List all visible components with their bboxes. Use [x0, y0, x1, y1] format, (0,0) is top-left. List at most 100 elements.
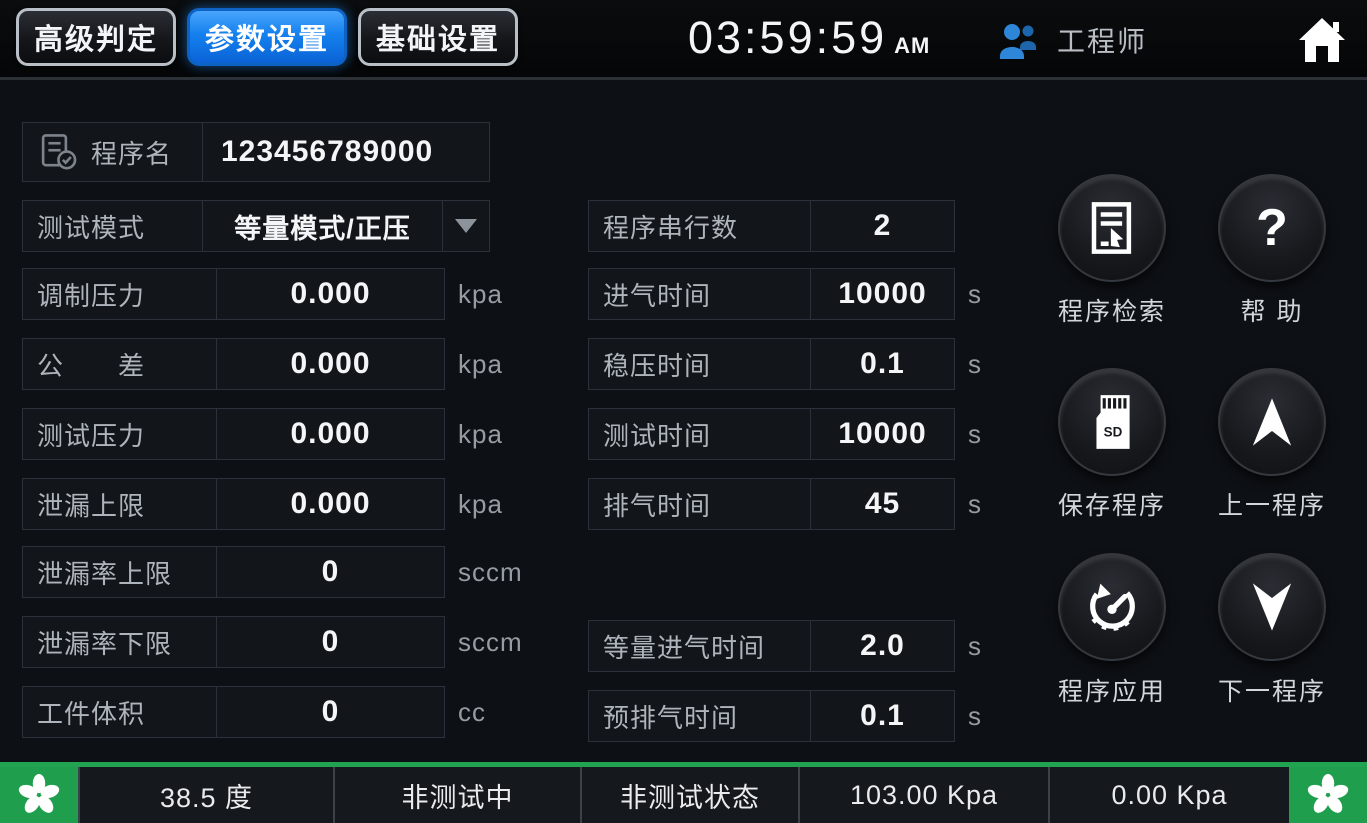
test-mode-value[interactable]: 等量模式/正压	[234, 213, 411, 244]
status-clover-left	[0, 767, 78, 823]
field-label: 泄漏率上限	[37, 558, 173, 589]
field-label: 程序串行数	[603, 212, 739, 243]
leak-upper-limit-field: 泄漏上限 0.000 kpa	[22, 478, 503, 530]
next-program-label: 下一程序	[1217, 678, 1326, 706]
help-label: 帮 助	[1240, 298, 1304, 326]
test-time-field: 测试时间 10000 s	[588, 408, 982, 460]
field-unit: kpa	[458, 418, 503, 449]
field-label: 排气时间	[603, 490, 712, 521]
status-clover-right	[1289, 767, 1367, 823]
test-mode-label: 测试模式	[37, 212, 146, 243]
field-value[interactable]: 10000	[838, 417, 927, 450]
intake-time-field: 进气时间 10000 s	[588, 268, 982, 320]
help-button[interactable]: ?	[1218, 174, 1326, 282]
field-unit: s	[968, 278, 982, 309]
program-name-label: 程序名	[91, 138, 173, 169]
field-label: 调制压力	[37, 280, 146, 311]
field-value[interactable]: 0.000	[290, 417, 371, 450]
test-pressure-field: 测试压力 0.000 kpa	[22, 408, 503, 460]
test-mode-dropdown-button[interactable]	[442, 201, 489, 251]
tab-bar: 高级判定 参数设置 基础设置	[16, 8, 519, 66]
status-testing-state: 非测试中	[333, 767, 580, 823]
user-role-label: 工程师	[1057, 26, 1148, 57]
program-search-icon	[1091, 202, 1132, 254]
field-label: 测试压力	[37, 420, 146, 451]
clover-icon	[1307, 774, 1349, 813]
equal-intake-time-field: 等量进气时间 2.0 s	[588, 620, 982, 672]
home-icon	[1299, 18, 1345, 62]
svg-text:SD: SD	[1104, 425, 1123, 440]
tab-basic-settings[interactable]: 基础设置	[358, 8, 519, 66]
field-unit: kpa	[458, 488, 503, 519]
users-icon	[1000, 24, 1036, 59]
field-unit: s	[968, 348, 982, 379]
status-pressure-2: 0.00 Kpa	[1048, 767, 1289, 823]
field-label: 稳压时间	[603, 350, 712, 381]
status-bar-accent-line	[0, 762, 1367, 767]
field-label: 泄漏率下限	[37, 628, 173, 659]
workpiece-volume-field: 工件体积 0 cc	[22, 686, 486, 738]
clock-meridiem: AM	[894, 33, 931, 58]
chevron-down-icon	[455, 219, 477, 233]
exhaust-time-field: 排气时间 45 s	[588, 478, 982, 530]
program-name-field: 程序名 123456789000	[22, 122, 490, 182]
arrow-down-icon	[1252, 583, 1292, 631]
save-program-button[interactable]: SD	[1058, 368, 1166, 476]
field-value[interactable]: 10000	[838, 277, 927, 310]
program-name-value[interactable]: 123456789000	[221, 135, 434, 168]
pressure-stabilize-time-field: 稳压时间 0.1 s	[588, 338, 982, 390]
status-test-status: 非测试状态	[580, 767, 798, 823]
home-button[interactable]	[1297, 16, 1347, 64]
test-mode-select: 测试模式 等量模式/正压	[22, 200, 490, 252]
document-check-icon	[41, 134, 77, 170]
field-value[interactable]: 2	[873, 209, 892, 242]
arrow-up-icon	[1252, 398, 1292, 446]
previous-program-label: 上一程序	[1217, 492, 1326, 520]
field-unit: s	[968, 700, 982, 731]
status-bar: 38.5 度 非测试中 非测试状态 103.00 Kpa 0.00 Kpa	[0, 762, 1367, 823]
help-icon: ?	[1256, 199, 1288, 257]
field-value[interactable]: 0.000	[290, 487, 371, 520]
field-value[interactable]: 0	[321, 695, 340, 728]
field-label: 工件体积	[37, 698, 146, 729]
field-unit: s	[968, 630, 982, 661]
field-value[interactable]: 0.1	[860, 699, 905, 732]
field-unit: sccm	[458, 556, 523, 587]
tolerance-field: 公 差 0.000 kpa	[22, 338, 503, 390]
field-label: 进气时间	[603, 280, 712, 311]
field-value[interactable]: 0.000	[290, 347, 371, 380]
leak-rate-lower-limit-field: 泄漏率下限 0 sccm	[22, 616, 523, 668]
program-search-button[interactable]	[1058, 174, 1166, 282]
field-value[interactable]: 0	[321, 625, 340, 658]
previous-program-button[interactable]	[1218, 368, 1326, 476]
program-name-label-cell: 程序名	[23, 123, 203, 181]
field-unit: kpa	[458, 278, 503, 309]
status-pressure-1: 103.00 Kpa	[798, 767, 1048, 823]
clock: 03:59:59 AM	[688, 12, 930, 64]
field-unit: s	[968, 488, 982, 519]
pre-exhaust-time-field: 预排气时间 0.1 s	[588, 690, 982, 742]
modulation-pressure-field: 调制压力 0.000 kpa	[22, 268, 503, 320]
field-value[interactable]: 45	[864, 487, 901, 520]
field-unit: s	[968, 418, 982, 449]
field-value[interactable]: 0	[321, 555, 340, 588]
field-label: 公 差	[37, 350, 146, 381]
header-bar: 高级判定 参数设置 基础设置 03:59:59 AM 工程师	[0, 0, 1367, 80]
program-search-label: 程序检索	[1057, 298, 1166, 326]
field-label: 等量进气时间	[603, 632, 766, 663]
tab-parameter-settings[interactable]: 参数设置	[187, 8, 348, 66]
program-apply-button[interactable]	[1058, 553, 1166, 661]
next-program-button[interactable]	[1218, 553, 1326, 661]
field-label: 测试时间	[603, 420, 712, 451]
field-value[interactable]: 0.000	[290, 277, 371, 310]
clover-icon	[18, 774, 60, 813]
user-info[interactable]: 工程师	[997, 20, 1147, 60]
tab-advanced-judgment[interactable]: 高级判定	[16, 8, 177, 66]
field-label: 泄漏上限	[37, 490, 146, 521]
program-serial-count-field: 程序串行数 2	[588, 200, 968, 252]
save-program-label: 保存程序	[1057, 492, 1166, 520]
field-value[interactable]: 2.0	[860, 629, 905, 662]
field-value[interactable]: 0.1	[860, 347, 905, 380]
status-temperature: 38.5 度	[78, 767, 333, 823]
